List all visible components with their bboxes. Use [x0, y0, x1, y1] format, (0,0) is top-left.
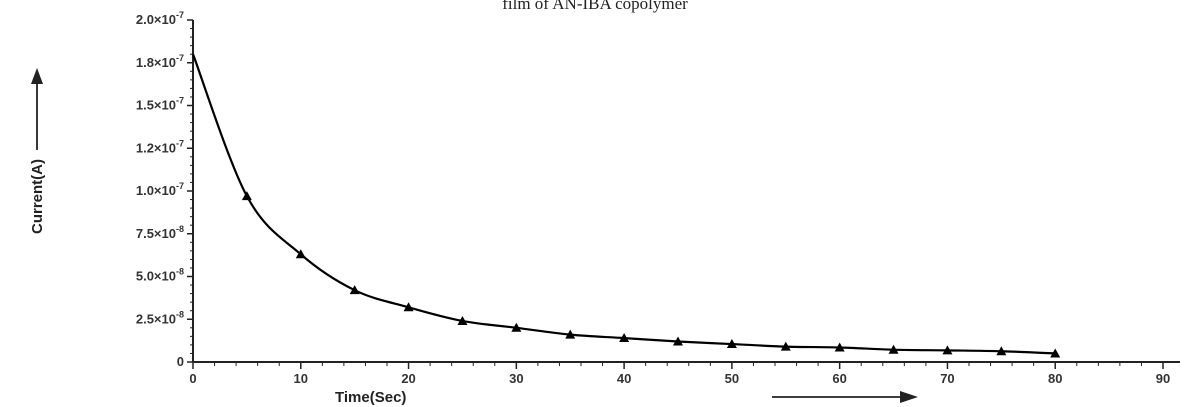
x-tick-label: 50	[725, 371, 739, 386]
y-tick-label: 2.0×10-7	[136, 10, 184, 27]
series-marker	[349, 285, 360, 295]
axes	[192, 20, 1180, 363]
y-tick-label: 7.5×10-8	[136, 224, 184, 241]
series-marker	[942, 345, 953, 355]
x-ticks	[192, 362, 1164, 369]
series-marker	[403, 302, 414, 312]
series-marker	[673, 336, 683, 346]
y-tick-label: 1.2×10-7	[136, 138, 184, 155]
series-marker	[888, 344, 899, 354]
y-tick-label: 5.0×10-8	[136, 267, 184, 284]
y-tick-labels: 0 2.5×10-8 5.0×10-8 7.5×10-8 1.0×10-7 1.2×10-…	[136, 10, 184, 369]
chart-title: film of AN-IBA copolymer	[502, 0, 688, 13]
x-tick-label: 90	[1156, 371, 1170, 386]
series-marker	[619, 333, 630, 343]
x-tick-label: 10	[294, 371, 308, 386]
y-ticks	[187, 19, 193, 363]
x-tick-label: 60	[832, 371, 846, 386]
series-marker	[295, 249, 306, 259]
y-tick-label: 1.5×10-7	[136, 96, 184, 113]
y-tick-label: 2.5×10-8	[136, 309, 184, 326]
series-marker	[511, 322, 522, 332]
y-tick-label: 0	[177, 354, 184, 369]
y-axis-arrow	[31, 68, 43, 150]
series-marker	[565, 329, 576, 339]
x-tick-label: 20	[401, 371, 415, 386]
series-marker	[834, 342, 845, 352]
x-tick-label: 0	[189, 371, 196, 386]
y-tick-label: 1.0×10-7	[136, 181, 184, 198]
series-marker	[780, 341, 791, 351]
x-tick-label: 80	[1048, 371, 1062, 386]
y-axis-label: Current(A)	[29, 159, 46, 234]
series-marker	[457, 315, 468, 325]
series-marker	[996, 346, 1007, 356]
x-tick-label: 30	[509, 371, 523, 386]
x-tick-labels: 0 10 20 30 40 50 60 70 80 90	[189, 371, 1170, 386]
plot-area	[191, 53, 1061, 358]
x-tick-label: 70	[940, 371, 954, 386]
series-markers	[241, 191, 1061, 358]
x-axis-arrow	[772, 391, 918, 403]
series-marker	[726, 339, 737, 349]
series-marker	[1050, 348, 1061, 358]
x-axis-label: Time(Sec)	[335, 389, 406, 406]
series-marker	[241, 191, 252, 201]
series-line	[191, 53, 1056, 355]
x-tick-label: 40	[617, 371, 631, 386]
y-tick-label: 1.8×10-7	[136, 53, 184, 70]
